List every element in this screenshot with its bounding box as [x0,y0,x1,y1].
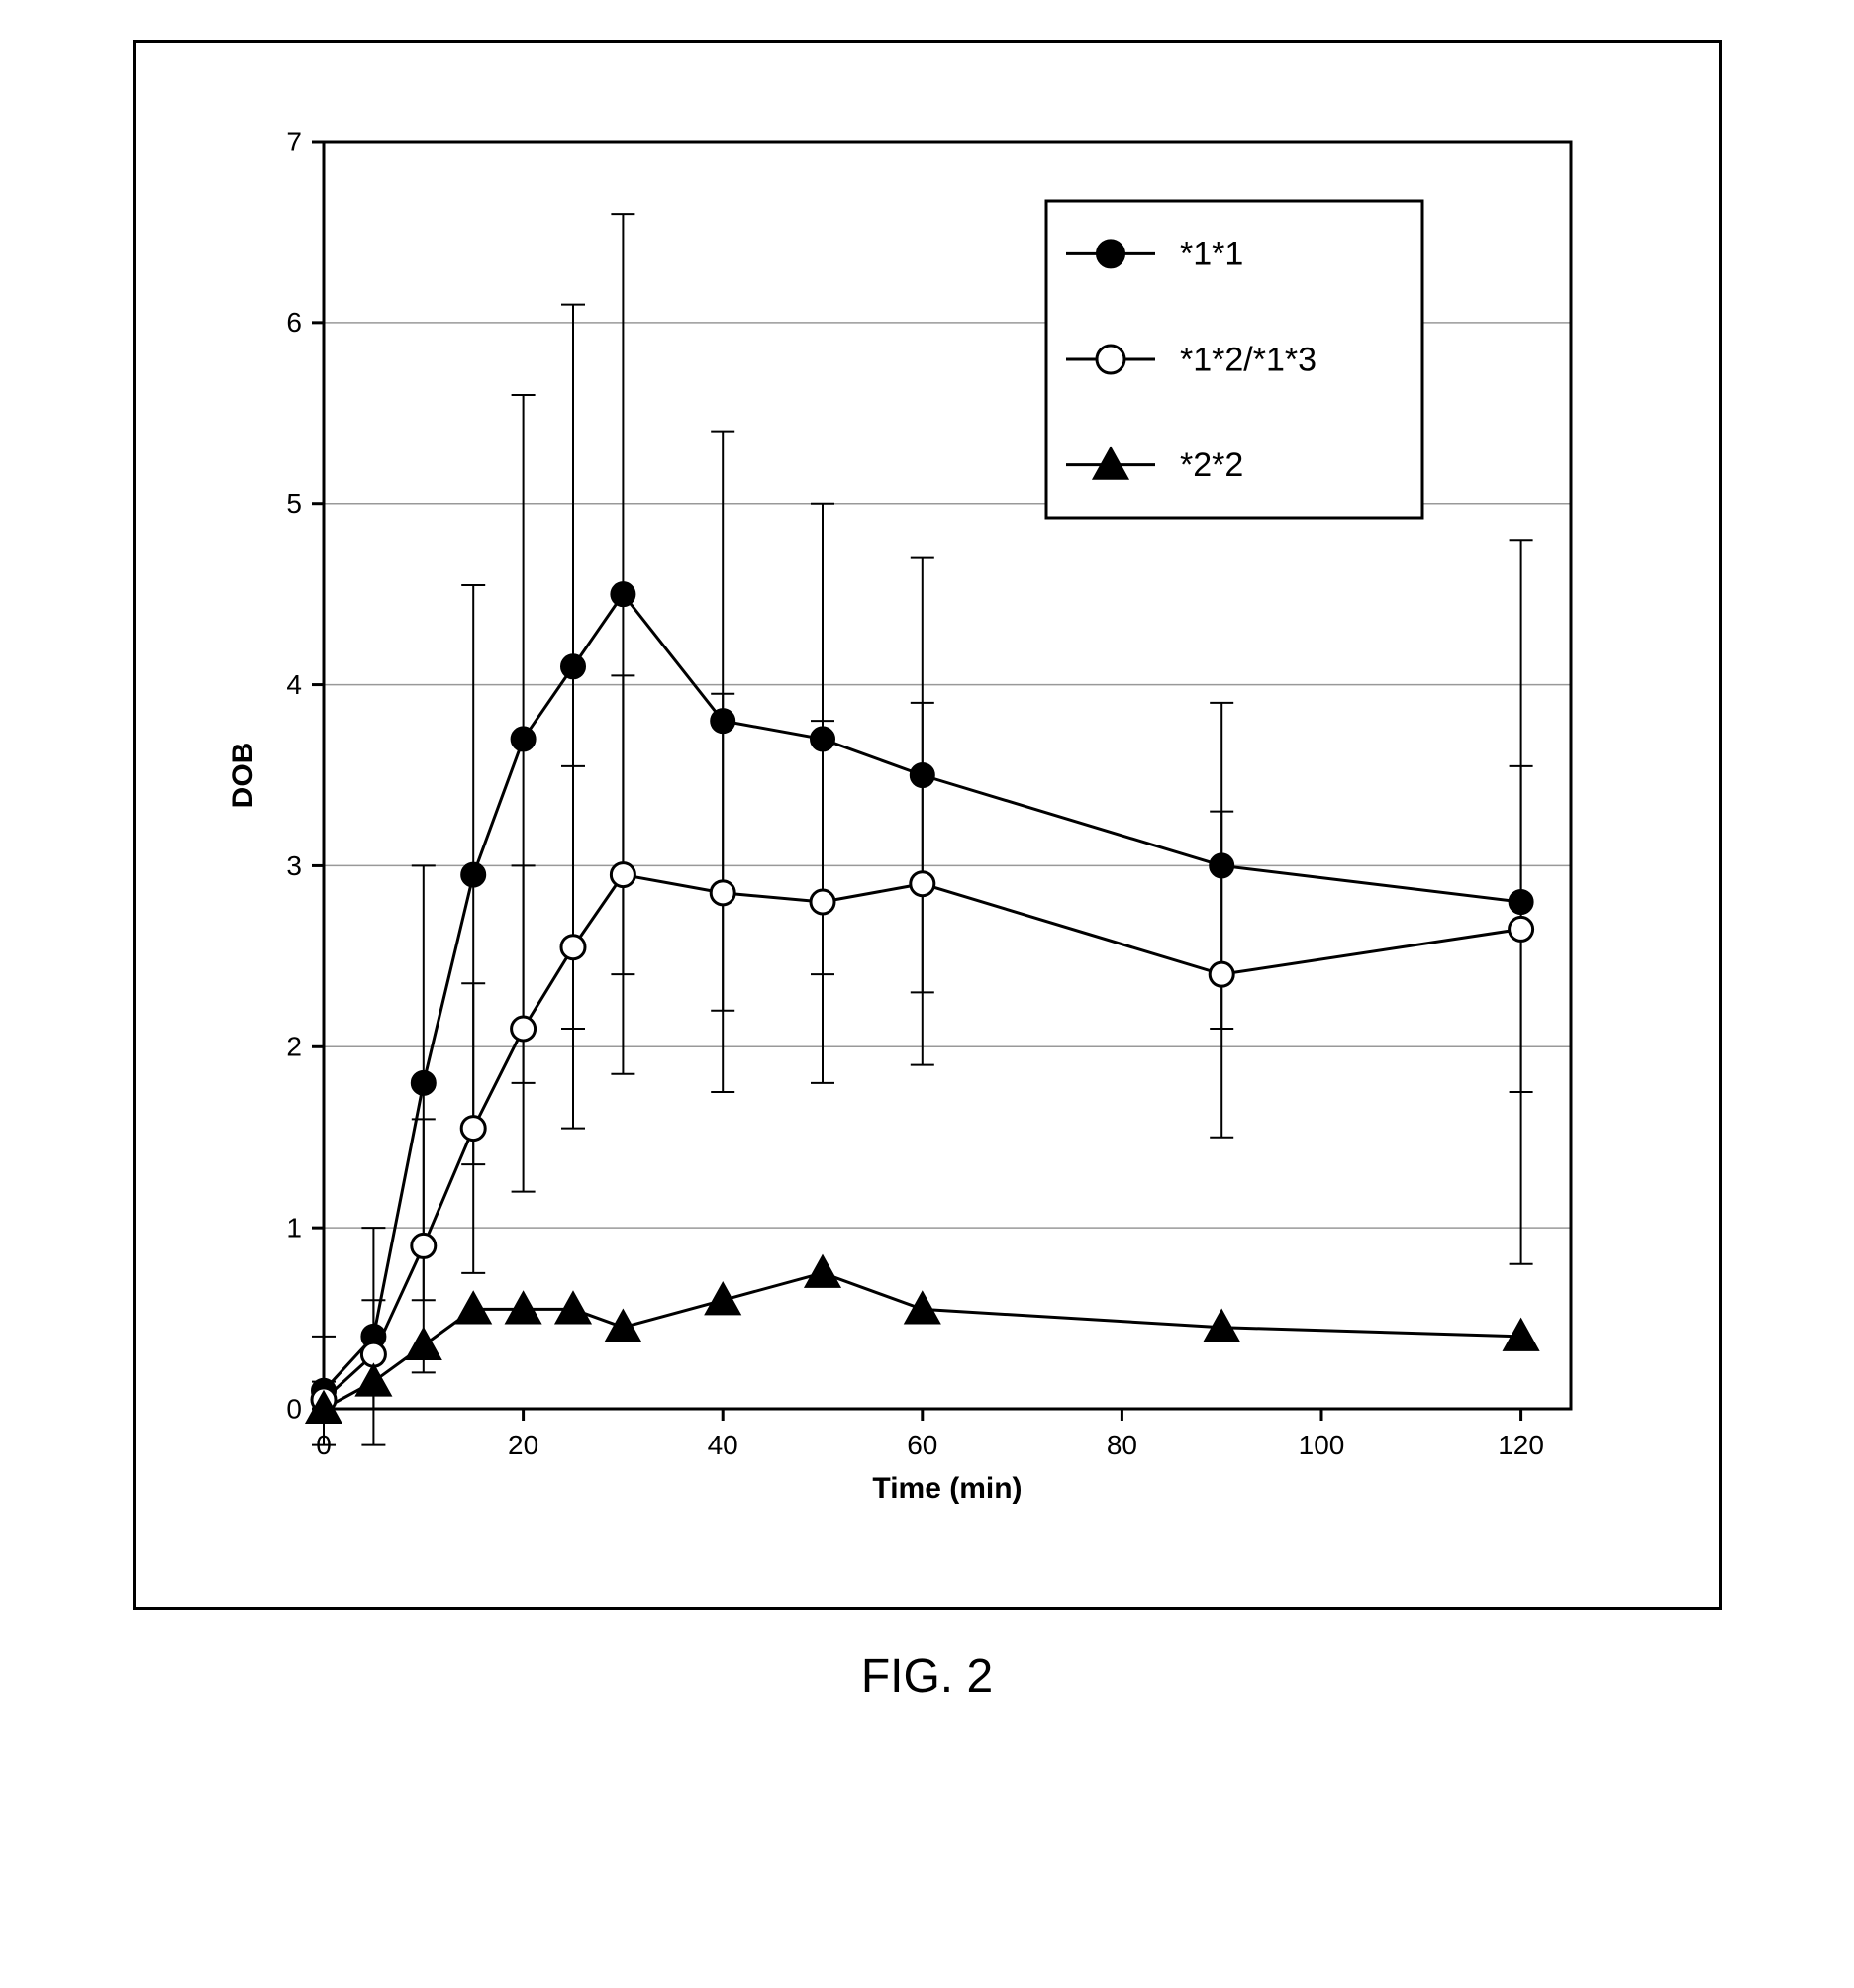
svg-text:20: 20 [508,1430,538,1460]
svg-text:3: 3 [286,850,302,881]
svg-text:1: 1 [286,1212,302,1242]
svg-text:100: 100 [1298,1430,1344,1460]
svg-text:2: 2 [286,1032,302,1062]
svg-text:0: 0 [286,1393,302,1424]
figure-caption: FIG. 2 [861,1649,993,1704]
svg-text:40: 40 [707,1430,737,1460]
svg-text:*1*2/*1*3: *1*2/*1*3 [1180,341,1317,378]
figure-wrap: 02040608010012001234567Time (min)DOB*1*1… [40,40,1814,1704]
chart-container: 02040608010012001234567Time (min)DOB*1*1… [175,82,1660,1567]
svg-text:80: 80 [1106,1430,1136,1460]
svg-text:60: 60 [907,1430,937,1460]
svg-text:120: 120 [1498,1430,1544,1460]
svg-text:DOB: DOB [227,743,259,809]
svg-text:6: 6 [286,307,302,338]
svg-text:5: 5 [286,488,302,519]
chart-outer-frame: 02040608010012001234567Time (min)DOB*1*1… [133,40,1722,1610]
svg-text:*2*2: *2*2 [1180,447,1243,484]
svg-text:Time (min): Time (min) [872,1472,1022,1505]
svg-text:*1*1: *1*1 [1180,236,1243,273]
svg-text:7: 7 [286,126,302,156]
svg-text:4: 4 [286,669,302,700]
chart-svg: 02040608010012001234567Time (min)DOB*1*1… [175,82,1660,1567]
